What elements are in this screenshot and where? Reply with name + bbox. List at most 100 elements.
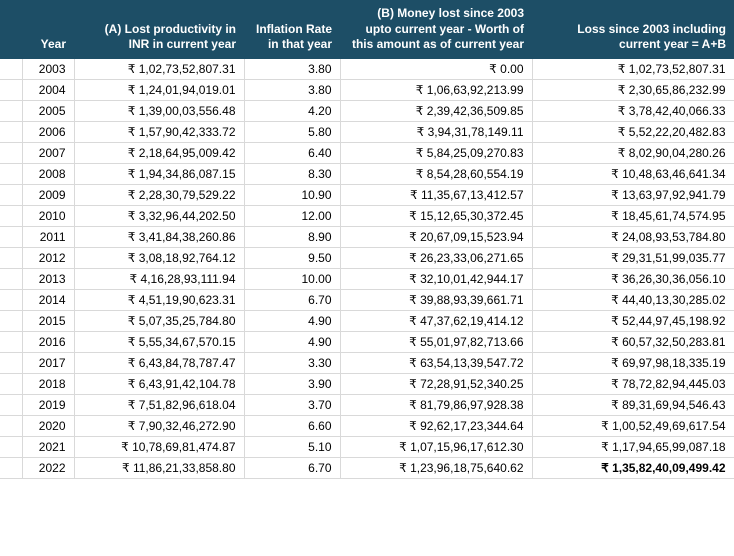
cell-b: ₹ 32,10,01,42,944.17 [340, 268, 532, 289]
cell-year: 2021 [22, 436, 74, 457]
row-spacer [0, 310, 22, 331]
cell-year: 2005 [22, 100, 74, 121]
cell-rate: 6.60 [244, 415, 340, 436]
table-row: 2004₹ 1,24,01,94,019.013.80₹ 1,06,63,92,… [0, 79, 734, 100]
cell-a: ₹ 1,39,00,03,556.48 [74, 100, 244, 121]
cell-rate: 8.30 [244, 163, 340, 184]
table-row: 2021₹ 10,78,69,81,474.875.10₹ 1,07,15,96… [0, 436, 734, 457]
cell-year: 2003 [22, 59, 74, 80]
cell-total: ₹ 78,72,82,94,445.03 [532, 373, 734, 394]
cell-year: 2018 [22, 373, 74, 394]
cell-total: ₹ 29,31,51,99,035.77 [532, 247, 734, 268]
cell-rate: 3.80 [244, 59, 340, 80]
table-row: 2007₹ 2,18,64,95,009.426.40₹ 5,84,25,09,… [0, 142, 734, 163]
cell-b: ₹ 1,07,15,96,17,612.30 [340, 436, 532, 457]
cell-b: ₹ 81,79,86,97,928.38 [340, 394, 532, 415]
cell-a: ₹ 11,86,21,33,858.80 [74, 457, 244, 478]
cell-a: ₹ 1,02,73,52,807.31 [74, 59, 244, 80]
cell-year: 2013 [22, 268, 74, 289]
table-body: 2003₹ 1,02,73,52,807.313.80₹ 0.00₹ 1,02,… [0, 59, 734, 479]
cell-year: 2011 [22, 226, 74, 247]
cell-rate: 6.40 [244, 142, 340, 163]
table-row: 2014₹ 4,51,19,90,623.316.70₹ 39,88,93,39… [0, 289, 734, 310]
cell-b: ₹ 11,35,67,13,412.57 [340, 184, 532, 205]
table-row: 2019₹ 7,51,82,96,618.043.70₹ 81,79,86,97… [0, 394, 734, 415]
table-row: 2009₹ 2,28,30,79,529.2210.90₹ 11,35,67,1… [0, 184, 734, 205]
row-spacer [0, 415, 22, 436]
row-spacer [0, 184, 22, 205]
cell-a: ₹ 4,16,28,93,111.94 [74, 268, 244, 289]
row-spacer [0, 436, 22, 457]
cell-year: 2006 [22, 121, 74, 142]
cell-a: ₹ 3,08,18,92,764.12 [74, 247, 244, 268]
table-row: 2010₹ 3,32,96,44,202.5012.00₹ 15,12,65,3… [0, 205, 734, 226]
header-row: Year (A) Lost productivity in INR in cur… [0, 0, 734, 59]
table-row: 2022₹ 11,86,21,33,858.806.70₹ 1,23,96,18… [0, 457, 734, 478]
cell-year: 2019 [22, 394, 74, 415]
cell-a: ₹ 2,18,64,95,009.42 [74, 142, 244, 163]
cell-b: ₹ 15,12,65,30,372.45 [340, 205, 532, 226]
cell-rate: 9.50 [244, 247, 340, 268]
cell-year: 2022 [22, 457, 74, 478]
cell-a: ₹ 2,28,30,79,529.22 [74, 184, 244, 205]
table-row: 2003₹ 1,02,73,52,807.313.80₹ 0.00₹ 1,02,… [0, 59, 734, 80]
table-row: 2012₹ 3,08,18,92,764.129.50₹ 26,23,33,06… [0, 247, 734, 268]
cell-b: ₹ 2,39,42,36,509.85 [340, 100, 532, 121]
cell-total: ₹ 60,57,32,50,283.81 [532, 331, 734, 352]
cell-year: 2016 [22, 331, 74, 352]
cell-b: ₹ 20,67,09,15,523.94 [340, 226, 532, 247]
cell-a: ₹ 3,32,96,44,202.50 [74, 205, 244, 226]
row-spacer [0, 79, 22, 100]
table-row: 2018₹ 6,43,91,42,104.783.90₹ 72,28,91,52… [0, 373, 734, 394]
cell-total: ₹ 5,52,22,20,482.83 [532, 121, 734, 142]
cell-rate: 8.90 [244, 226, 340, 247]
cell-b: ₹ 5,84,25,09,270.83 [340, 142, 532, 163]
row-spacer [0, 163, 22, 184]
cell-total: ₹ 36,26,30,36,056.10 [532, 268, 734, 289]
cell-a: ₹ 1,24,01,94,019.01 [74, 79, 244, 100]
cell-b: ₹ 26,23,33,06,271.65 [340, 247, 532, 268]
row-spacer [0, 352, 22, 373]
cell-year: 2004 [22, 79, 74, 100]
table-row: 2017₹ 6,43,84,78,787.473.30₹ 63,54,13,39… [0, 352, 734, 373]
col-header-b: (B) Money lost since 2003 upto current y… [340, 0, 532, 59]
cell-total: ₹ 13,63,97,92,941.79 [532, 184, 734, 205]
col-header-rate: Inflation Rate in that year [244, 0, 340, 59]
cell-year: 2012 [22, 247, 74, 268]
cell-a: ₹ 7,90,32,46,272.90 [74, 415, 244, 436]
row-spacer [0, 142, 22, 163]
row-spacer [0, 394, 22, 415]
cell-total: ₹ 24,08,93,53,784.80 [532, 226, 734, 247]
cell-total: ₹ 18,45,61,74,574.95 [532, 205, 734, 226]
cell-rate: 3.90 [244, 373, 340, 394]
table-row: 2011₹ 3,41,84,38,260.868.90₹ 20,67,09,15… [0, 226, 734, 247]
cell-b: ₹ 63,54,13,39,547.72 [340, 352, 532, 373]
cell-b: ₹ 0.00 [340, 59, 532, 80]
cell-rate: 4.90 [244, 331, 340, 352]
cell-year: 2017 [22, 352, 74, 373]
cell-b: ₹ 3,94,31,78,149.11 [340, 121, 532, 142]
col-header-a: (A) Lost productivity in INR in current … [74, 0, 244, 59]
cell-a: ₹ 10,78,69,81,474.87 [74, 436, 244, 457]
cell-total: ₹ 3,78,42,40,066.33 [532, 100, 734, 121]
row-spacer [0, 121, 22, 142]
table-row: 2008₹ 1,94,34,86,087.158.30₹ 8,54,28,60,… [0, 163, 734, 184]
cell-a: ₹ 5,55,34,67,570.15 [74, 331, 244, 352]
cell-b: ₹ 39,88,93,39,661.71 [340, 289, 532, 310]
cell-total: ₹ 1,00,52,49,69,617.54 [532, 415, 734, 436]
cell-total: ₹ 89,31,69,94,546.43 [532, 394, 734, 415]
table-row: 2005₹ 1,39,00,03,556.484.20₹ 2,39,42,36,… [0, 100, 734, 121]
cell-total: ₹ 2,30,65,86,232.99 [532, 79, 734, 100]
cell-a: ₹ 7,51,82,96,618.04 [74, 394, 244, 415]
table-row: 2016₹ 5,55,34,67,570.154.90₹ 55,01,97,82… [0, 331, 734, 352]
cell-year: 2008 [22, 163, 74, 184]
cell-total: ₹ 8,02,90,04,280.26 [532, 142, 734, 163]
col-header-year: Year [22, 0, 74, 59]
cell-year: 2009 [22, 184, 74, 205]
cell-rate: 5.80 [244, 121, 340, 142]
row-spacer [0, 268, 22, 289]
row-spacer [0, 247, 22, 268]
row-spacer [0, 226, 22, 247]
row-spacer [0, 100, 22, 121]
cell-b: ₹ 1,23,96,18,75,640.62 [340, 457, 532, 478]
